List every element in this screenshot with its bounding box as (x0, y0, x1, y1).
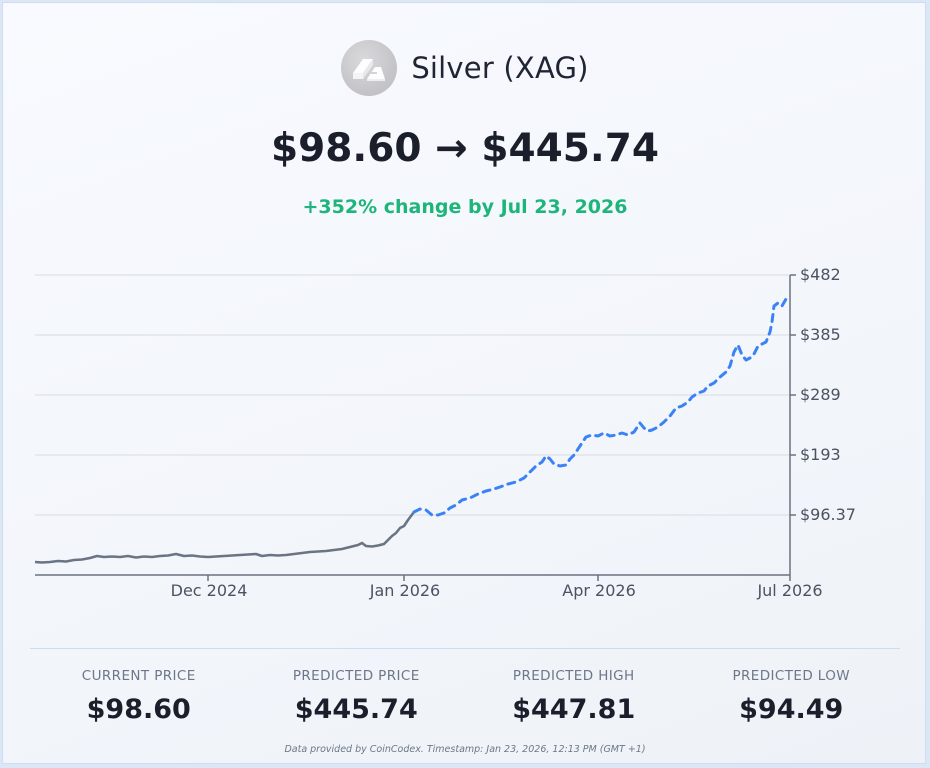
y-tick-96: $96.37 (800, 505, 856, 524)
asset-title: Silver (XAG) (411, 51, 589, 85)
stat-predicted-price: PREDICTED PRICE $445.74 (248, 668, 466, 725)
price-chart: $482 $385 $289 $193 $96.37 Dec 2024 Jan … (34, 265, 856, 600)
asset-header: Silver (XAG) (0, 38, 930, 98)
historical-price-line (34, 511, 416, 564)
stat-value: $445.74 (294, 694, 418, 725)
stat-label: CURRENT PRICE (81, 668, 196, 684)
x-tick-jul-2026: Jul 2026 (757, 581, 823, 600)
stat-value: $447.81 (512, 694, 636, 725)
chart-gridlines (35, 274, 790, 516)
stat-label: PREDICTED HIGH (512, 668, 635, 684)
stat-label: PREDICTED PRICE (292, 668, 420, 684)
price-change-headline: $98.60 → $445.74 (271, 126, 659, 171)
stat-predicted-low: PREDICTED LOW $94.49 (683, 668, 901, 725)
chart-canvas (34, 274, 796, 581)
x-tick-jan-2026: Jan 2026 (369, 581, 441, 600)
data-source-footer: Data provided by CoinCodex. Timestamp: J… (284, 744, 646, 755)
stat-predicted-high: PREDICTED HIGH $447.81 (465, 668, 683, 725)
silver-bars-icon (341, 40, 398, 96)
stat-label: PREDICTED LOW (732, 668, 851, 684)
y-tick-289: $289 (800, 385, 841, 404)
stats-row: CURRENT PRICE $98.60 PREDICTED PRICE $44… (30, 668, 900, 725)
stats-divider (30, 648, 900, 649)
stat-value: $98.60 (86, 694, 191, 725)
stat-value: $94.49 (739, 694, 844, 725)
chart-axes (35, 274, 796, 581)
y-tick-385: $385 (800, 325, 841, 344)
forecast-price-line (412, 297, 792, 517)
x-tick-dec-2024: Dec 2024 (170, 581, 248, 600)
percent-change-text: +352% change by Jul 23, 2026 (302, 196, 628, 218)
y-tick-193: $193 (800, 445, 841, 464)
stat-current-price: CURRENT PRICE $98.60 (30, 668, 248, 725)
y-tick-482: $482 (800, 265, 841, 284)
x-tick-apr-2026: Apr 2026 (562, 581, 636, 600)
